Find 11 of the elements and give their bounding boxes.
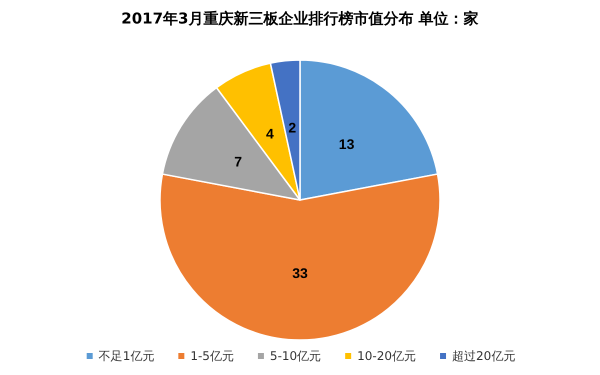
data-label: 7 — [234, 153, 242, 170]
data-label: 4 — [266, 126, 274, 142]
data-label: 33 — [292, 265, 308, 281]
legend-label: 不足1亿元 — [98, 349, 154, 363]
data-label: 2 — [288, 119, 296, 136]
legend-label: 5-10亿元 — [270, 349, 322, 363]
legend-label: 10-20亿元 — [357, 349, 416, 363]
chart-title: 2017年3月重庆新三板企业排行榜市值分布 单位：家 — [121, 10, 479, 28]
legend-label: 超过20亿元 — [452, 349, 516, 363]
data-label: 13 — [338, 136, 355, 152]
legend-label: 1-5亿元 — [190, 349, 234, 363]
